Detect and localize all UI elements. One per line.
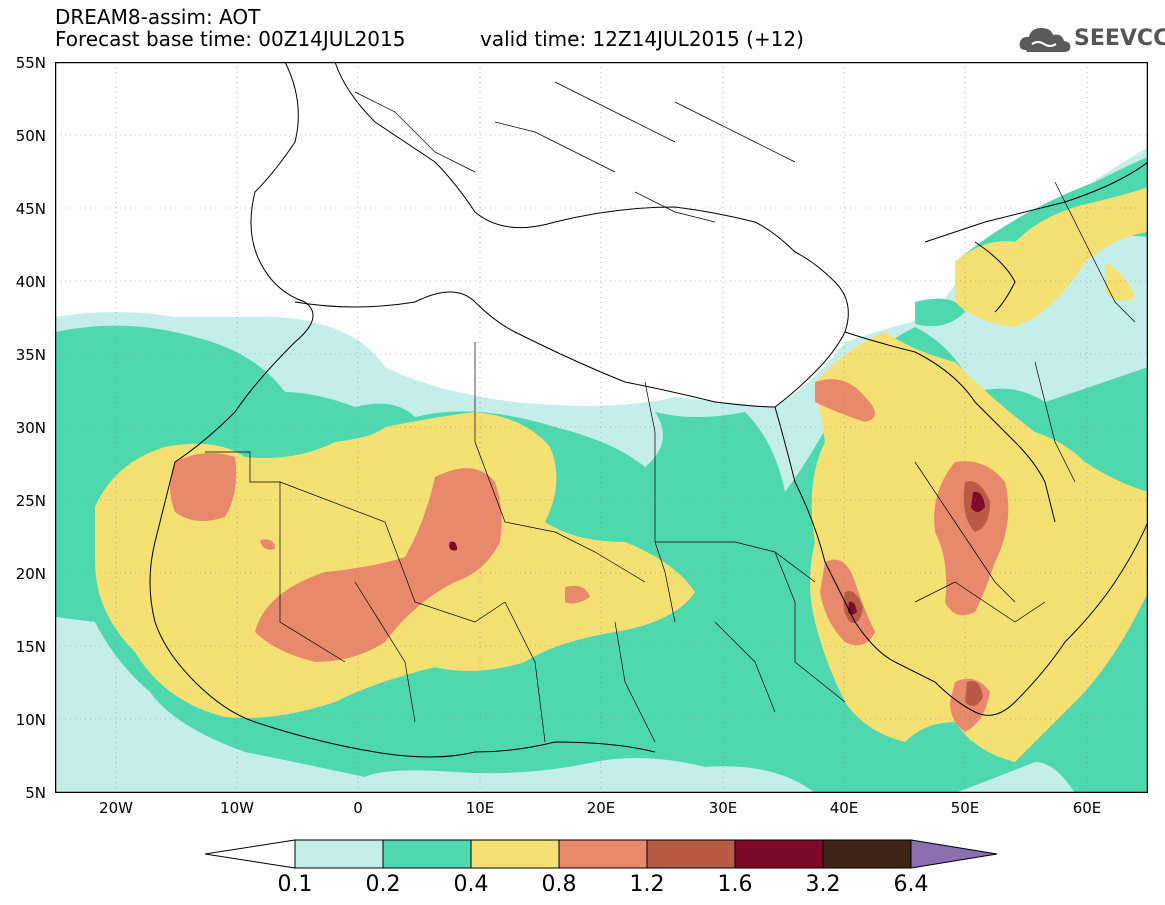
y-tick-label: 55N	[15, 54, 46, 72]
colorbar-swatch	[470, 839, 560, 869]
y-tick-label: 40N	[15, 273, 46, 291]
y-tick-label: 30N	[15, 419, 46, 437]
y-tick-label: 10N	[15, 711, 46, 729]
colorbar-label: 3.2	[805, 872, 841, 897]
aot-level-0.8	[170, 379, 1009, 732]
aot-map	[55, 62, 1148, 793]
x-tick-label: 40E	[829, 799, 859, 817]
y-tick-label: 50N	[15, 127, 46, 145]
y-tick-label: 45N	[15, 200, 46, 218]
coastlines	[149, 62, 1148, 758]
colorbar-swatch	[734, 839, 824, 869]
colorbar-label: 1.6	[717, 872, 753, 897]
seevccc-logo: SEEVCCC	[1018, 22, 1165, 60]
forecast-base-time: Forecast base time: 00Z14JUL2015	[55, 27, 406, 51]
valid-time: valid time: 12Z14JUL2015 (+12)	[480, 27, 804, 51]
chart-title-line-1: DREAM8-assim: AOT	[55, 5, 261, 29]
x-tick-label: 50E	[950, 799, 980, 817]
colorbar-label: 0.2	[365, 872, 401, 897]
colorbar-swatch	[646, 839, 736, 869]
colorbar-over-arrow	[910, 839, 998, 869]
political-borders	[205, 81, 1136, 743]
colorbar-swatch	[382, 839, 472, 869]
map-frame	[55, 62, 1148, 793]
colorbar-swatch	[558, 839, 648, 869]
x-tick-label: 20W	[99, 799, 133, 817]
y-tick-label: 5N	[25, 784, 46, 802]
y-tick-label: 15N	[15, 638, 46, 656]
aot-level-1.6	[449, 491, 985, 615]
x-tick-label: 10W	[220, 799, 254, 817]
x-tick-label: 30E	[708, 799, 738, 817]
cloud-logo-icon	[1019, 28, 1071, 52]
aot-map-canvas	[55, 62, 1148, 793]
graticule	[55, 62, 1148, 793]
y-tick-label: 35N	[15, 346, 46, 364]
x-tick-label: 60E	[1072, 799, 1102, 817]
colorbar-swatch	[822, 839, 912, 869]
logo-text: SEEVCCC	[1074, 26, 1165, 51]
x-tick-label: 0	[353, 799, 363, 817]
colorbar-swatch	[294, 839, 384, 869]
x-tick-label: 20E	[586, 799, 616, 817]
colorbar-under-arrow	[205, 839, 296, 869]
colorbar	[205, 839, 998, 869]
x-tick-label: 10E	[465, 799, 495, 817]
colorbar-label: 0.1	[277, 872, 313, 897]
colorbar-label: 1.2	[629, 872, 665, 897]
y-tick-label: 20N	[15, 565, 46, 583]
y-tick-label: 25N	[15, 492, 46, 510]
colorbar-label: 6.4	[893, 872, 929, 897]
colorbar-label: 0.8	[541, 872, 577, 897]
colorbar-label: 0.4	[453, 872, 489, 897]
